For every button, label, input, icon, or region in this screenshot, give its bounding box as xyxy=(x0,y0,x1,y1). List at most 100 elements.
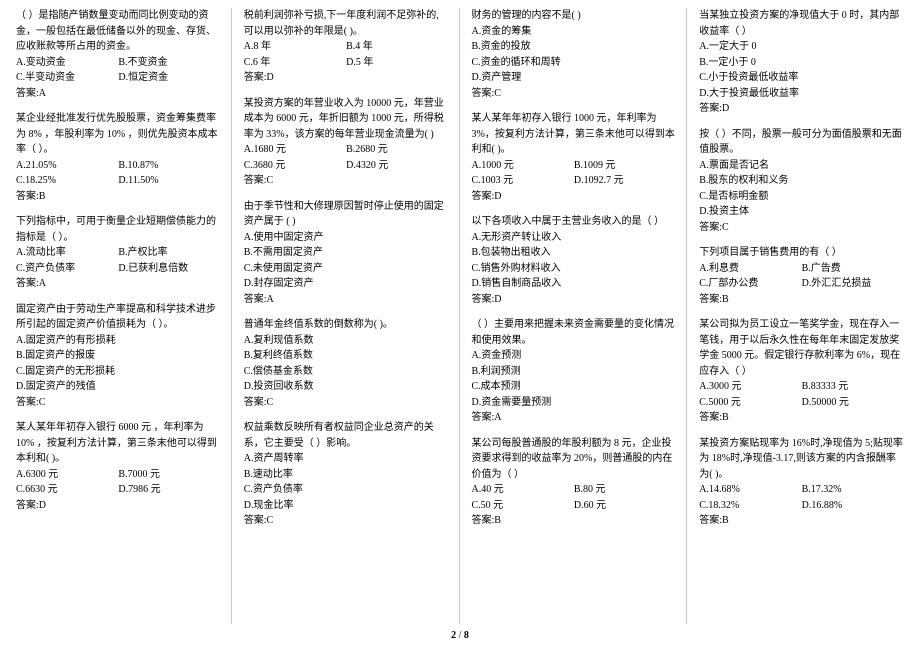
option-item: B.速动比率 xyxy=(244,467,449,483)
answer-text: 答案:D xyxy=(699,101,904,117)
answer-text: 答案:A xyxy=(16,276,221,292)
options-row: A.无形资产转让收入B.包装物出租收入C.销售外购材料收入D.销售自制商品收入 xyxy=(472,230,677,292)
option-item: D.1092.7 元 xyxy=(574,173,676,189)
option-item: A.使用中固定资产 xyxy=(244,230,449,246)
option-item: B.83333 元 xyxy=(802,379,904,395)
question-text: 某人某年年初存入银行 1000 元，年利率为 3%，按复利方法计算，第三条末他可… xyxy=(472,111,677,158)
answer-text: 答案:D xyxy=(16,498,221,514)
answer-text: 答案:B xyxy=(16,189,221,205)
answer-text: 答案:D xyxy=(244,70,449,86)
option-item: A.一定大于 0 xyxy=(699,39,904,55)
option-item: A.40 元 xyxy=(472,482,574,498)
option-item: A.21.05% xyxy=(16,158,118,174)
option-item: D.销售自制商品收入 xyxy=(472,276,677,292)
option-item: A.复利现值系数 xyxy=(244,333,449,349)
options-row: A.票面是否记名B.股东的权利和义务C.是否标明金额D.投资主体 xyxy=(699,158,904,220)
question-block: 下列项目属于销售费用的有（ ）A.利息费B.广告费C.厂部办公费D.外汇汇兑损益… xyxy=(699,245,904,307)
option-item: A.8 年 xyxy=(244,39,346,55)
option-item: D.已获利息倍数 xyxy=(118,261,220,277)
question-block: 某公司每股普通股的年股利额为 8 元，企业投资要求得到的收益率为 20%，则普通… xyxy=(472,436,677,529)
option-item: C.偿债基金系数 xyxy=(244,364,449,380)
question-text: 固定资产由于劳动生产率提高和科学技术进步所引起的固定资产价值损耗为（ ）。 xyxy=(16,302,221,333)
option-item: A.14.68% xyxy=(699,482,801,498)
option-item: D.外汇汇兑损益 xyxy=(802,276,904,292)
question-text: 权益乘数反映所有者权益同企业总资产的关系，它主要受（ ）影响。 xyxy=(244,420,449,451)
page-columns: （ ）是指随产销数量变动而同比例变动的资金，一般包括在最低储备以外的现金、存货、… xyxy=(0,0,920,624)
option-item: C.6 年 xyxy=(244,55,346,71)
question-text: 由于季节性和大修理原因暂时停止使用的固定资产属于 ( ) xyxy=(244,199,449,230)
answer-text: 答案:C xyxy=(16,395,221,411)
question-block: 以下各项收入中属于主营业务收入的是（ ）A.无形资产转让收入B.包装物出租收入C… xyxy=(472,214,677,307)
page-number: 2 / 8 xyxy=(0,624,920,651)
question-text: 下列项目属于销售费用的有（ ） xyxy=(699,245,904,261)
options-row: A.6300 元B.7000 元C.6630 元D.7986 元 xyxy=(16,467,221,498)
option-item: B.利润预测 xyxy=(472,364,677,380)
option-item: D.恒定资金 xyxy=(118,70,220,86)
option-item: C.未使用固定资产 xyxy=(244,261,449,277)
option-item: A.票面是否记名 xyxy=(699,158,904,174)
question-block: 税前利润弥补亏损,下一年度利润不足弥补的,可以用以弥补的年限是( )。A.8 年… xyxy=(244,8,449,86)
options-row: A.一定大于 0B.一定小于 0C.小于投资最低收益率D.大于投资最低收益率 xyxy=(699,39,904,101)
option-item: B.80 元 xyxy=(574,482,676,498)
option-item: A.无形资产转让收入 xyxy=(472,230,677,246)
options-row: A.1000 元B.1009 元C.1003 元D.1092.7 元 xyxy=(472,158,677,189)
options-row: A.使用中固定资产B.不需用固定资产C.未使用固定资产D.封存固定资产 xyxy=(244,230,449,292)
options-row: A.利息费B.广告费C.厂部办公费D.外汇汇兑损益 xyxy=(699,261,904,292)
option-item: A.资金的筹集 xyxy=(472,24,677,40)
column-1: （ ）是指随产销数量变动而同比例变动的资金，一般包括在最低储备以外的现金、存货、… xyxy=(16,8,232,624)
option-item: A.固定资产的有形损耗 xyxy=(16,333,221,349)
answer-text: 答案:B xyxy=(699,292,904,308)
options-row: A.流动比率B.产权比率C.资产负债率D.已获利息倍数 xyxy=(16,245,221,276)
option-item: B.不需用固定资产 xyxy=(244,245,449,261)
answer-text: 答案:C xyxy=(244,395,449,411)
answer-text: 答案:C xyxy=(244,513,449,529)
option-item: D.固定资产的残值 xyxy=(16,379,221,395)
answer-text: 答案:A xyxy=(244,292,449,308)
option-item: C.18.32% xyxy=(699,498,801,514)
option-item: B.17.32% xyxy=(802,482,904,498)
option-item: B.10.87% xyxy=(118,158,220,174)
question-text: 某人某年年初存入银行 6000 元 ，年利率为 10% ，按复利方法计算，第三条… xyxy=(16,420,221,467)
option-item: B.包装物出租收入 xyxy=(472,245,677,261)
page-current: 2 xyxy=(451,630,456,641)
option-item: C.1003 元 xyxy=(472,173,574,189)
question-text: 某公司拟为员工设立一笔奖学金，现在存入一笔钱，用于以后永久性在每年年末固定发放奖… xyxy=(699,317,904,379)
answer-text: 答案:B xyxy=(472,513,677,529)
option-item: C.固定资产的无形损耗 xyxy=(16,364,221,380)
option-item: D.16.88% xyxy=(802,498,904,514)
question-text: 下列指标中，可用于衡量企业短期偿债能力的指标是（ ）。 xyxy=(16,214,221,245)
option-item: D.资产管理 xyxy=(472,70,677,86)
option-item: D.封存固定资产 xyxy=(244,276,449,292)
option-item: C.厂部办公费 xyxy=(699,276,801,292)
options-row: A.资金的筹集B.资金的投放C.资金的循环和周转D.资产管理 xyxy=(472,24,677,86)
question-block: 财务的管理的内容不是( )A.资金的筹集B.资金的投放C.资金的循环和周转D.资… xyxy=(472,8,677,101)
option-item: D.大于投资最低收益率 xyxy=(699,86,904,102)
option-item: B.4 年 xyxy=(346,39,448,55)
option-item: B.一定小于 0 xyxy=(699,55,904,71)
option-item: D.7986 元 xyxy=(118,482,220,498)
options-row: A.21.05%B.10.87%C.18.25%D.11.50% xyxy=(16,158,221,189)
question-block: 按（ ）不同，股票一般可分为面值股票和无面值股票。A.票面是否记名B.股东的权利… xyxy=(699,127,904,236)
option-item: D.50000 元 xyxy=(802,395,904,411)
question-block: （ ）主要用来把握未来资金需要量的变化情况和使用效果。A.资金预测B.利润预测C… xyxy=(472,317,677,426)
answer-text: 答案:C xyxy=(699,220,904,236)
option-item: D.4320 元 xyxy=(346,158,448,174)
option-item: A.3000 元 xyxy=(699,379,801,395)
question-text: 当某独立投资方案的净现值大于 0 时，其内部收益率（ ） xyxy=(699,8,904,39)
option-item: A.6300 元 xyxy=(16,467,118,483)
answer-text: 答案:A xyxy=(16,86,221,102)
question-block: 某公司拟为员工设立一笔奖学金，现在存入一笔钱，用于以后永久性在每年年末固定发放奖… xyxy=(699,317,904,426)
option-item: B.7000 元 xyxy=(118,467,220,483)
option-item: C.5000 元 xyxy=(699,395,801,411)
option-item: C.资产负债率 xyxy=(16,261,118,277)
option-item: B.广告费 xyxy=(802,261,904,277)
question-text: 某投资方案的年营业收入为 10000 元，年营业成本为 6000 元，年折旧额为… xyxy=(244,96,449,143)
question-block: 某人某年年初存入银行 1000 元，年利率为 3%，按复利方法计算，第三条末他可… xyxy=(472,111,677,204)
options-row: A.3000 元B.83333 元C.5000 元D.50000 元 xyxy=(699,379,904,410)
options-row: A.资产周转率B.速动比率C.资产负债率D.现金比率 xyxy=(244,451,449,513)
question-text: 税前利润弥补亏损,下一年度利润不足弥补的,可以用以弥补的年限是( )。 xyxy=(244,8,449,39)
option-item: C.小于投资最低收益率 xyxy=(699,70,904,86)
option-item: B.股东的权利和义务 xyxy=(699,173,904,189)
option-item: D.现金比率 xyxy=(244,498,449,514)
options-row: A.1680 元B.2680 元C.3680 元D.4320 元 xyxy=(244,142,449,173)
